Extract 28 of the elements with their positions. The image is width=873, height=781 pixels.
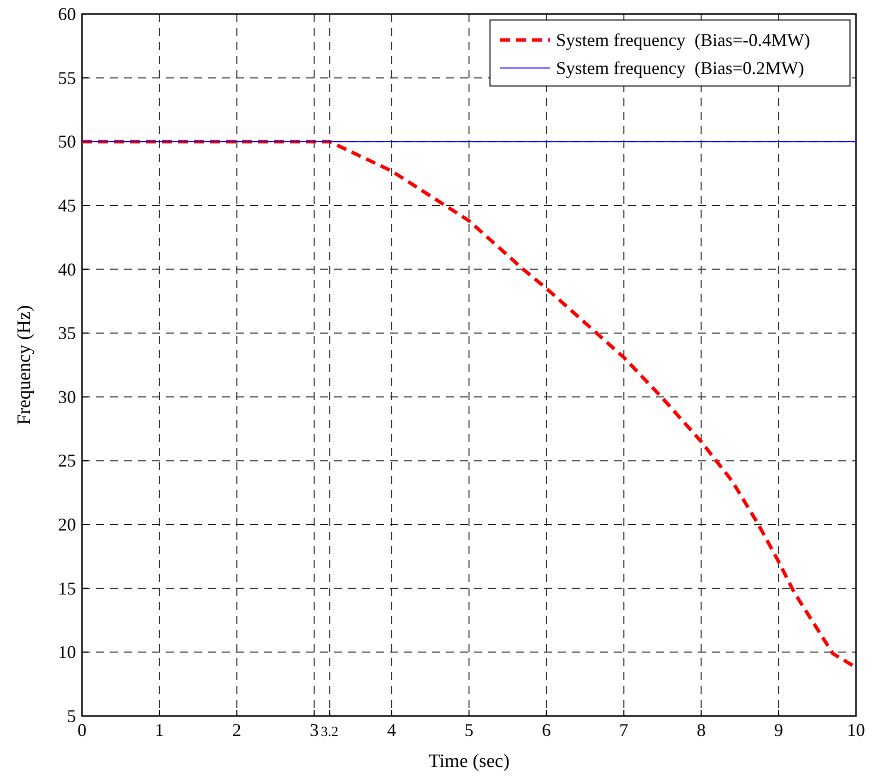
y-tick-label: 20: [58, 514, 76, 535]
x-tick-label: 4: [387, 720, 396, 740]
x-tick-label: 2: [232, 720, 242, 740]
legend-label: System frequency (Bias=0.2MW): [556, 58, 804, 78]
y-tick-label: 10: [58, 642, 76, 662]
x-tick-label: 6: [542, 720, 551, 740]
y-tick-label: 35: [58, 323, 76, 344]
x-tick-label: 8: [696, 720, 706, 740]
y-tick-label: 5: [67, 706, 76, 726]
x-tick-label: 3.2: [320, 725, 338, 740]
y-tick-label: 40: [58, 259, 76, 280]
y-tick-label: 25: [58, 450, 76, 471]
y-tick-label: 50: [58, 132, 76, 152]
y-tick-label: 30: [58, 386, 76, 407]
y-tick-label: 55: [58, 68, 76, 88]
x-tick-label: 7: [619, 720, 628, 740]
x-tick-label: 9: [774, 720, 784, 740]
x-tick-label: 0: [78, 720, 86, 740]
x-tick-label: 5: [464, 720, 474, 740]
x-tick-label: 1: [154, 720, 164, 740]
y-tick-label: 15: [58, 578, 76, 598]
legend-label: System frequency (Bias=-0.4MW): [556, 30, 810, 50]
x-axis-title: Time (sec): [428, 751, 510, 772]
x-tick-label: 3: [310, 720, 319, 740]
x-tick-label: 10: [847, 720, 865, 740]
y-axis-title: Frequency (Hz): [14, 305, 35, 425]
y-tick-label: 60: [58, 4, 76, 24]
y-tick-label: 45: [58, 195, 76, 216]
